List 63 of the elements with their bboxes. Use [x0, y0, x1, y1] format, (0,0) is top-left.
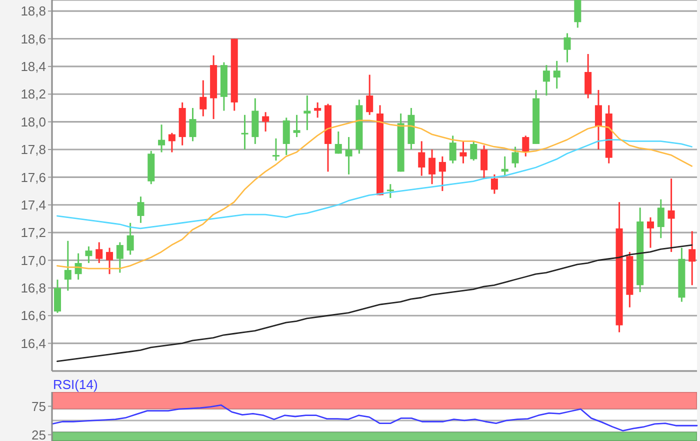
y-tick-label: 18,2 — [20, 86, 46, 102]
candlestick — [574, 0, 582, 28]
candlestick — [594, 89, 602, 150]
candlestick — [460, 140, 467, 164]
candlestick — [657, 198, 664, 239]
chart-title: RSI(14) — [52, 377, 99, 392]
candlestick — [293, 114, 300, 138]
y-tick-label: 17,0 — [20, 252, 46, 268]
candlestick — [106, 247, 114, 275]
candlestick — [542, 64, 550, 96]
candlestick — [54, 278, 61, 314]
y-tick-label: 75 — [32, 398, 46, 414]
candlestick — [449, 134, 456, 164]
candlestick — [282, 116, 290, 156]
y-tick-label: 16,4 — [20, 336, 46, 351]
y-tick-label: 17,2 — [20, 225, 46, 240]
y-tick-label: 18,4 — [20, 59, 46, 74]
y-tick-label: 18,8 — [20, 4, 46, 19]
candlestick — [418, 140, 426, 177]
candlestick — [64, 240, 72, 292]
candlestick — [428, 148, 436, 185]
candlestick — [688, 230, 696, 286]
candlestick — [646, 216, 654, 249]
candlestick — [200, 80, 207, 118]
candlestick — [584, 53, 592, 100]
candlestick — [126, 222, 134, 256]
candlestick — [96, 242, 103, 264]
candlestick — [304, 94, 311, 131]
y-tick-label: 17,6 — [20, 170, 46, 185]
candlestick — [564, 32, 571, 64]
y-tick-label: 18,0 — [20, 114, 46, 130]
y-tick-label: 17,8 — [20, 142, 46, 158]
candlestick — [314, 102, 322, 118]
candlestick — [158, 124, 166, 154]
line-series — [56, 139, 692, 230]
candlestick — [241, 114, 248, 150]
candlestick — [262, 111, 270, 132]
candlestick — [334, 130, 342, 154]
y-tick-label: 16,8 — [20, 280, 46, 296]
candlestick — [386, 183, 394, 199]
line-series — [56, 244, 692, 362]
candlestick — [553, 60, 560, 90]
candlestick — [85, 246, 92, 264]
line-series — [51, 404, 698, 432]
candlestick — [501, 156, 508, 177]
candlestick — [438, 156, 446, 192]
candlestick — [480, 144, 488, 180]
candlestick — [512, 146, 519, 168]
candlestick — [366, 74, 374, 116]
candlestick — [345, 136, 352, 176]
candlestick — [116, 242, 124, 274]
candlestick — [272, 138, 280, 162]
candlestick — [668, 178, 675, 253]
y-tick-label: 25 — [32, 427, 46, 441]
candlestick — [490, 174, 498, 195]
candlestick — [168, 132, 176, 154]
y-tick-label: 16,6 — [20, 308, 46, 324]
y-tick-label: 17,4 — [20, 197, 46, 212]
candlestick — [522, 134, 530, 158]
candlestick — [137, 196, 144, 224]
candlestick — [189, 107, 196, 142]
candlestick — [470, 140, 478, 162]
y-tick-label: 18,6 — [20, 31, 46, 46]
